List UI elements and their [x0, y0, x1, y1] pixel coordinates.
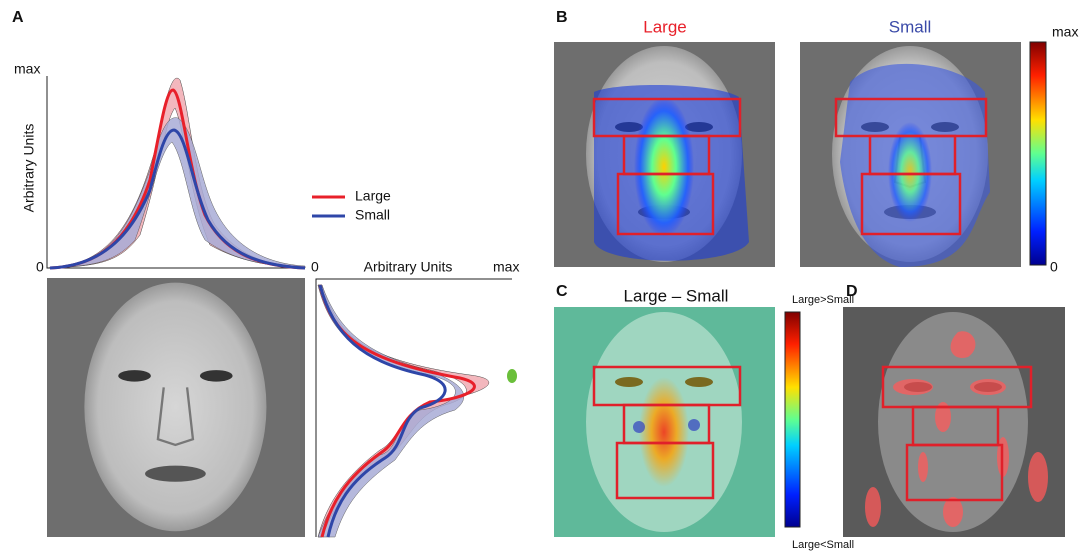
legend-label: Small: [355, 207, 390, 223]
image-title: Small: [889, 17, 932, 36]
y-max-label: max: [14, 61, 40, 77]
image-title: Large: [643, 17, 686, 36]
small-band: [318, 285, 464, 537]
colorbar: [785, 312, 800, 527]
colorbar-bottom: Large<Small: [792, 539, 854, 551]
large-band: [50, 78, 305, 268]
marker: [507, 369, 517, 383]
panel-label: D: [846, 283, 858, 300]
side-max-label: max: [493, 259, 519, 275]
y-zero-label: 0: [36, 259, 44, 275]
face-image: [47, 278, 305, 537]
small-band: [50, 118, 305, 268]
colorbar: [1030, 42, 1046, 265]
side-zero-label: 0: [311, 259, 319, 275]
colorbar-min: 0: [1050, 259, 1058, 275]
y-axis-label: Arbitrary Units: [21, 124, 37, 213]
legend-label: Large: [355, 188, 391, 204]
heatmap-image: [554, 307, 775, 537]
panel-label: B: [556, 9, 568, 26]
large-line: [50, 90, 305, 268]
panel-label: C: [556, 283, 568, 300]
figure: A max 0 Arbitrary Units Large Small 0 Ar…: [0, 0, 1084, 552]
panel-label: A: [12, 9, 24, 26]
colorbar-max: max: [1052, 24, 1078, 40]
image-title: Large – Small: [624, 286, 729, 305]
heatmap-image: [800, 42, 1021, 267]
significance-image: [843, 307, 1065, 537]
colorbar-top: Large>Small: [792, 294, 854, 306]
side-axis-label: Arbitrary Units: [364, 259, 453, 275]
heatmap-image: [554, 42, 775, 267]
